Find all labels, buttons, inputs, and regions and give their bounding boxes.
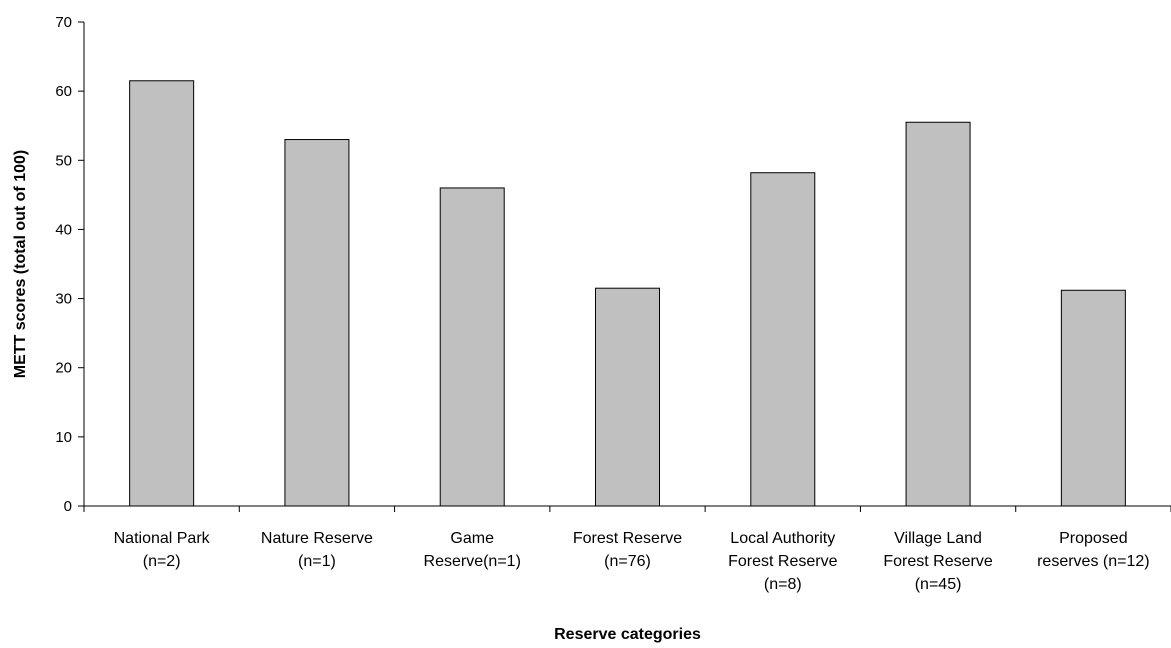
x-tick-label-line: reserves (n=12) bbox=[1037, 553, 1150, 570]
x-tick-label-line: (n=76) bbox=[604, 553, 651, 570]
bars-layer bbox=[129, 80, 1126, 507]
bar bbox=[129, 80, 195, 507]
x-tick-label: Local Authority Forest Reserve (n=8) bbox=[728, 530, 837, 593]
x-tick-label-line: (n=1) bbox=[298, 553, 336, 570]
bar bbox=[750, 172, 816, 507]
x-tick-label-line: (n=8) bbox=[764, 576, 802, 593]
x-tick-label: National Park (n=2) bbox=[114, 530, 211, 570]
bar bbox=[439, 187, 505, 507]
y-tick-label: 50 bbox=[55, 152, 72, 169]
bar bbox=[1060, 289, 1126, 507]
y-tick-label: 0 bbox=[64, 498, 72, 515]
axes-layer bbox=[83, 22, 1171, 507]
y-tick-label: 60 bbox=[55, 83, 72, 100]
y-tick-label: 10 bbox=[55, 429, 72, 446]
x-tick-label-line: Forest Reserve bbox=[883, 553, 992, 570]
x-tick-label-line: (n=45) bbox=[915, 576, 962, 593]
x-tick-label-line: Game bbox=[450, 530, 494, 547]
y-tick-label: 40 bbox=[55, 221, 72, 238]
y-tick-label: 70 bbox=[55, 14, 72, 31]
bar bbox=[595, 287, 660, 507]
x-tick-label-line: Village Land bbox=[894, 530, 982, 547]
x-tick-label-line: Forest Reserve bbox=[573, 530, 682, 547]
x-tick-labels: National Park (n=2) Nature Reserve (n=1) Gam… bbox=[114, 530, 1150, 593]
x-ticks bbox=[83, 506, 1171, 512]
y-tick-label: 30 bbox=[55, 291, 72, 308]
bar bbox=[905, 121, 971, 507]
x-tick-label-line: Local Authority bbox=[730, 530, 835, 547]
x-tick-label-line: Forest Reserve bbox=[728, 553, 837, 570]
x-tick-label-line: Nature Reserve bbox=[261, 530, 373, 547]
x-tick-label: Village Land Forest Reserve (n=45) bbox=[883, 530, 992, 593]
y-ticks: 0 10 20 30 40 50 60 70 bbox=[55, 14, 84, 515]
y-tick-label: 20 bbox=[55, 360, 72, 377]
y-axis-title: METT scores (total out of 100) bbox=[12, 150, 29, 378]
x-tick-label-line: (n=2) bbox=[143, 553, 181, 570]
x-tick-label-line: Proposed bbox=[1059, 530, 1128, 547]
x-tick-label: Nature Reserve (n=1) bbox=[261, 530, 373, 570]
x-tick-label-line: National Park bbox=[114, 530, 211, 547]
x-tick-label: Game Reserve(n=1) bbox=[424, 530, 521, 570]
x-tick-label: Forest Reserve (n=76) bbox=[573, 530, 682, 570]
x-axis-title: Reserve categories bbox=[554, 626, 701, 643]
x-tick-label-line: Reserve(n=1) bbox=[424, 553, 521, 570]
x-tick-label: Proposed reserves (n=12) bbox=[1037, 530, 1150, 570]
bar bbox=[284, 139, 350, 507]
